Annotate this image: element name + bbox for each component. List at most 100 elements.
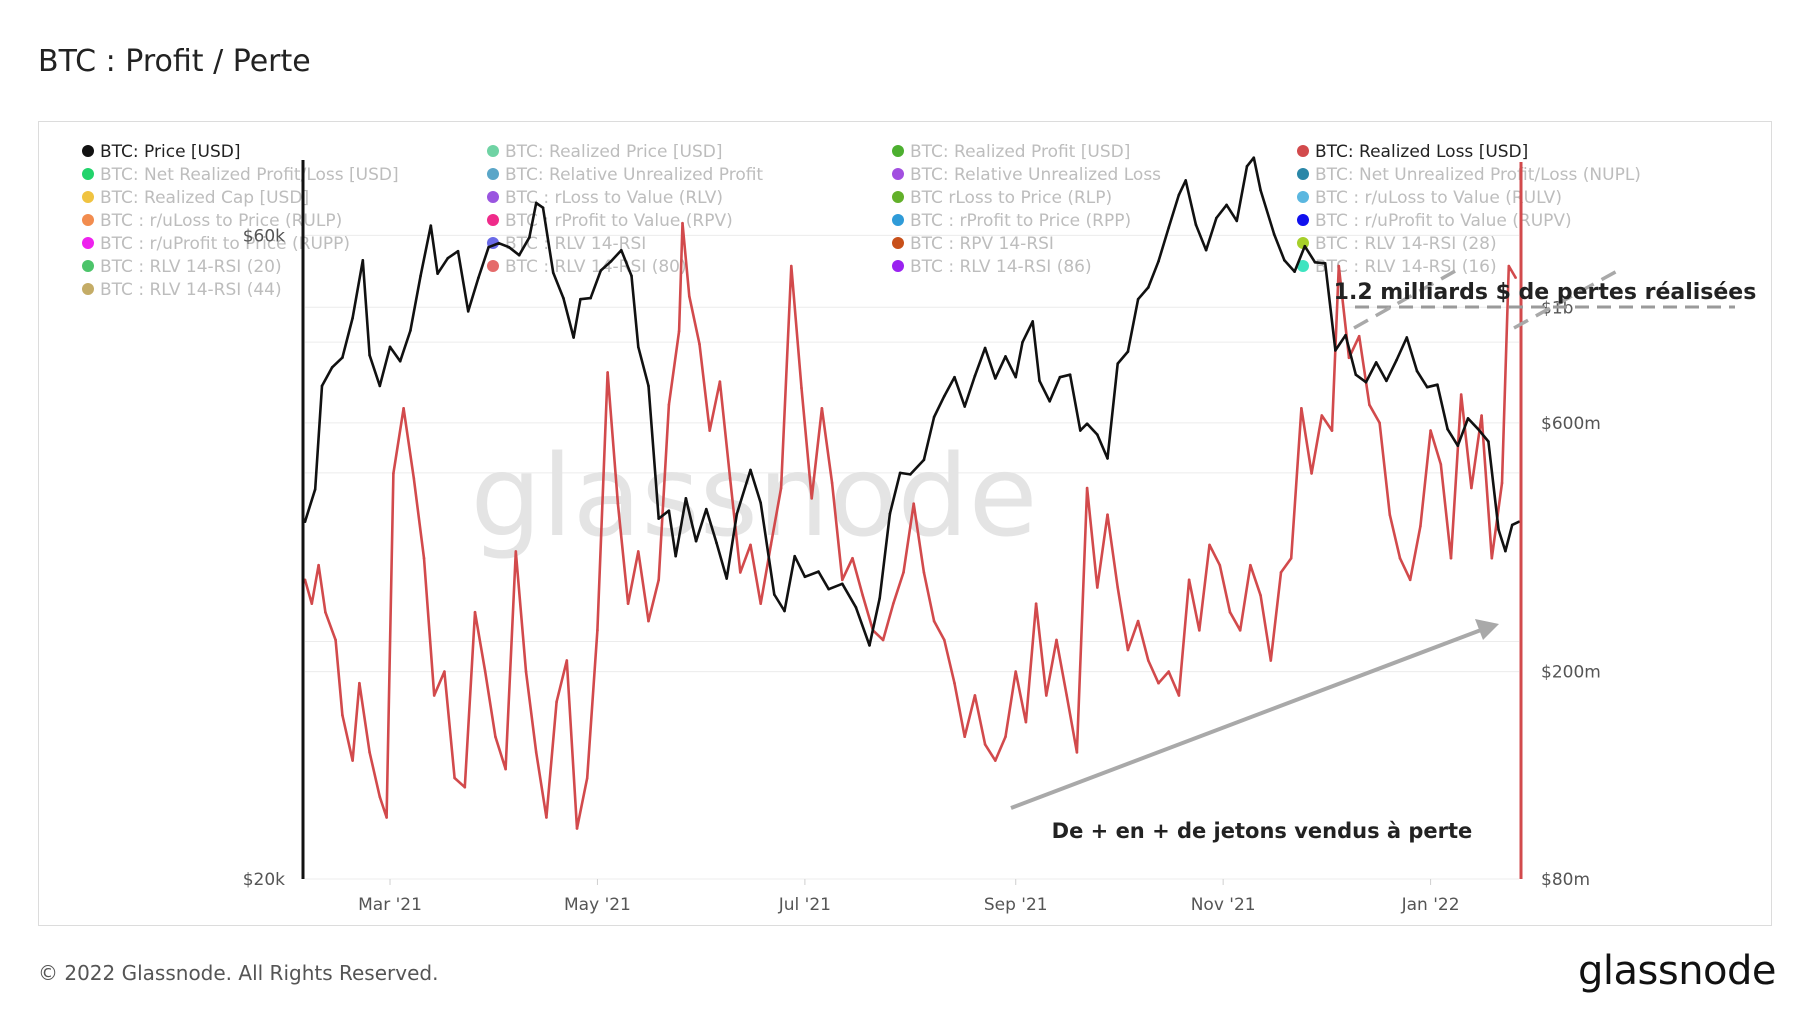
price-point <box>517 253 521 257</box>
legend-item[interactable]: BTC: Price [USD] <box>82 142 241 162</box>
price-point <box>657 517 660 520</box>
price-point <box>528 235 531 239</box>
realized-loss-point <box>494 735 497 739</box>
price-point <box>1395 358 1398 362</box>
price-point <box>1215 216 1218 220</box>
realized-loss-point <box>1157 681 1160 685</box>
realized-loss-point <box>334 638 337 642</box>
price-point <box>572 336 575 339</box>
price-point <box>562 296 565 300</box>
legend-swatch <box>1297 214 1309 226</box>
price-point <box>1425 385 1429 389</box>
realized-loss-point <box>1378 421 1381 425</box>
legend-label: BTC: Net Unrealized Profit/Loss (NUPL) <box>1315 165 1641 185</box>
price-point <box>854 606 858 609</box>
realized-loss-point <box>810 497 813 500</box>
price-point <box>694 539 698 543</box>
price-point <box>1476 427 1480 431</box>
legend-item[interactable]: BTC : RLV 14-RSI (80) <box>487 257 687 277</box>
realized-loss-point <box>1330 429 1334 432</box>
realized-loss-point <box>912 502 916 505</box>
realized-loss-point <box>1198 629 1201 632</box>
legend-item[interactable]: BTC : r/uProfit to Price (RUPP) <box>82 234 350 254</box>
legend-item[interactable]: BTC : RPV 14-RSI <box>892 234 1054 254</box>
realized-loss-point <box>1459 393 1463 396</box>
legend-label: BTC : RLV 14-RSI (20) <box>100 257 282 277</box>
realized-loss-point <box>1500 481 1504 485</box>
legend-item[interactable]: BTC: Realized Cap [USD] <box>82 188 309 208</box>
price-point <box>1245 165 1249 168</box>
legend-label: BTC: Realized Price [USD] <box>505 142 722 162</box>
legend-swatch <box>82 145 94 157</box>
realized-loss-point <box>596 629 599 632</box>
legend-item[interactable]: BTC: Net Unrealized Profit/Loss (NUPL) <box>1297 165 1641 185</box>
price-point <box>534 201 538 205</box>
legend-item[interactable]: BTC: Realized Price [USD] <box>487 142 722 162</box>
price-point <box>1272 233 1276 236</box>
legend-item[interactable]: BTC : r/uLoss to Value (RULV) <box>1297 188 1562 208</box>
legend-item[interactable]: BTC : RLV 14-RSI (86) <box>892 257 1092 277</box>
legend-label: BTC : rProfit to Price (RPP) <box>910 211 1131 231</box>
annotation-bottom-text: De + en + de jetons vendus à perte <box>1052 819 1473 843</box>
price-point <box>636 345 640 349</box>
legend-item[interactable]: BTC: Net Realized Profit/Loss [USD] <box>82 165 399 185</box>
legend-label: BTC : RPV 14-RSI <box>910 234 1054 254</box>
legend-item[interactable]: BTC: Relative Unrealized Profit <box>487 165 763 185</box>
legend-item[interactable]: BTC : RLV 14-RSI <box>487 234 646 254</box>
price-point <box>735 512 739 516</box>
price-point <box>1510 523 1514 527</box>
x-tick-label: Nov '21 <box>1191 895 1256 915</box>
price-point <box>1405 336 1409 339</box>
realized-loss-point <box>677 329 681 333</box>
legend-item[interactable]: BTC : r/uProfit to Value (RUPV) <box>1297 211 1572 231</box>
price-point <box>1048 399 1052 403</box>
realized-loss-point <box>881 638 885 642</box>
legend-label: BTC : RLV 14-RSI (28) <box>1315 234 1497 254</box>
y-left-tick-label: $60k <box>243 226 285 246</box>
price-point <box>313 487 317 491</box>
realized-loss-point <box>820 407 824 410</box>
legend-swatch <box>892 168 904 180</box>
price-point <box>579 297 582 301</box>
realized-loss-point <box>1187 578 1191 582</box>
realized-loss-point <box>902 571 905 574</box>
legend-item[interactable]: BTC: Relative Unrealized Loss <box>892 165 1161 185</box>
annotation-trend-arrowhead <box>1475 619 1499 640</box>
legend-item[interactable]: BTC rLoss to Price (RLP) <box>892 188 1112 208</box>
price-point <box>1252 156 1256 160</box>
realized-loss-point <box>626 602 630 605</box>
legend-item[interactable]: BTC : rProfit to Price (RPP) <box>892 211 1131 231</box>
legend-label: BTC : r/uLoss to Price (RULP) <box>100 211 342 231</box>
price-point <box>803 575 807 579</box>
price-point <box>1106 457 1109 460</box>
legend-item[interactable]: BTC : RLV 14-RSI (20) <box>82 257 282 277</box>
realized-loss-point <box>983 743 987 746</box>
legend-item[interactable]: BTC: Realized Profit [USD] <box>892 142 1130 162</box>
price-point <box>1225 203 1228 207</box>
legend-item[interactable]: BTC: Realized Loss [USD] <box>1297 142 1528 162</box>
legend-item[interactable]: BTC : r/uLoss to Price (RULP) <box>82 211 342 231</box>
annotation-trend-arrow <box>1010 628 1482 810</box>
realized-loss-point <box>368 751 371 754</box>
legend-label: BTC: Net Realized Profit/Loss [USD] <box>100 165 399 185</box>
realized-loss-point <box>555 700 558 704</box>
realized-loss-point <box>483 670 487 673</box>
legend-swatch <box>892 214 904 226</box>
legend-item[interactable]: BTC : rProfit to Value (RPV) <box>487 211 733 231</box>
realized-loss-point <box>1449 556 1453 560</box>
y-left-tick-label: $20k <box>243 870 285 890</box>
realized-loss-point <box>1470 486 1473 490</box>
price-point <box>599 269 603 272</box>
realized-loss-point <box>310 602 314 605</box>
legend-item[interactable]: BTC : RLV 14-RSI (44) <box>82 280 282 300</box>
legend-item[interactable]: BTC : rLoss to Value (RLV) <box>487 188 723 208</box>
price-point <box>619 248 623 252</box>
legend-item[interactable]: BTC : RLV 14-RSI (28) <box>1297 234 1497 254</box>
realized-loss-point <box>728 476 732 480</box>
price-point <box>1177 193 1181 197</box>
realized-loss-point <box>443 670 446 673</box>
realized-loss-point <box>1439 462 1443 466</box>
price-point <box>898 471 902 475</box>
legend-label: BTC : r/uProfit to Price (RUPP) <box>100 234 350 254</box>
realized-loss-point <box>891 602 895 605</box>
